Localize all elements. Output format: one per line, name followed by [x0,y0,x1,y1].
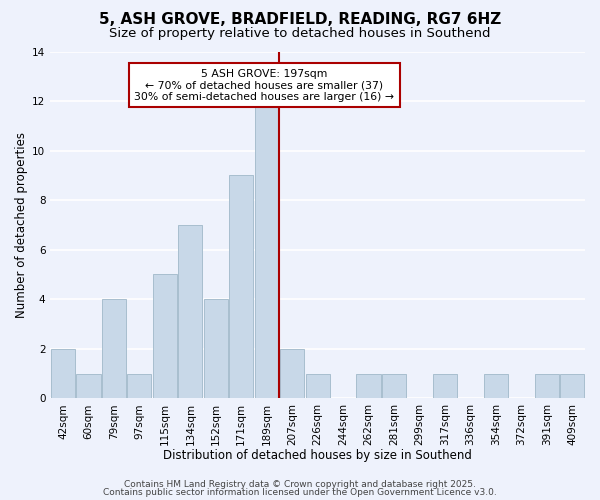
Bar [51,349,75,399]
Bar [229,176,253,398]
Text: 5 ASH GROVE: 197sqm
← 70% of detached houses are smaller (37)
30% of semi-detach: 5 ASH GROVE: 197sqm ← 70% of detached ho… [134,69,394,102]
Bar [433,374,457,398]
Bar [76,374,101,398]
Bar [127,374,151,398]
Bar [356,374,380,398]
Y-axis label: Number of detached properties: Number of detached properties [15,132,28,318]
Bar [560,374,584,398]
Bar [305,374,330,398]
Text: Contains public sector information licensed under the Open Government Licence v3: Contains public sector information licen… [103,488,497,497]
Bar [203,299,228,398]
Bar [102,299,126,398]
Bar [535,374,559,398]
Bar [382,374,406,398]
Bar [280,349,304,399]
X-axis label: Distribution of detached houses by size in Southend: Distribution of detached houses by size … [163,450,472,462]
Bar [178,225,202,398]
Text: 5, ASH GROVE, BRADFIELD, READING, RG7 6HZ: 5, ASH GROVE, BRADFIELD, READING, RG7 6H… [99,12,501,28]
Text: Contains HM Land Registry data © Crown copyright and database right 2025.: Contains HM Land Registry data © Crown c… [124,480,476,489]
Bar [153,274,177,398]
Text: Size of property relative to detached houses in Southend: Size of property relative to detached ho… [109,28,491,40]
Bar [484,374,508,398]
Bar [254,101,279,398]
